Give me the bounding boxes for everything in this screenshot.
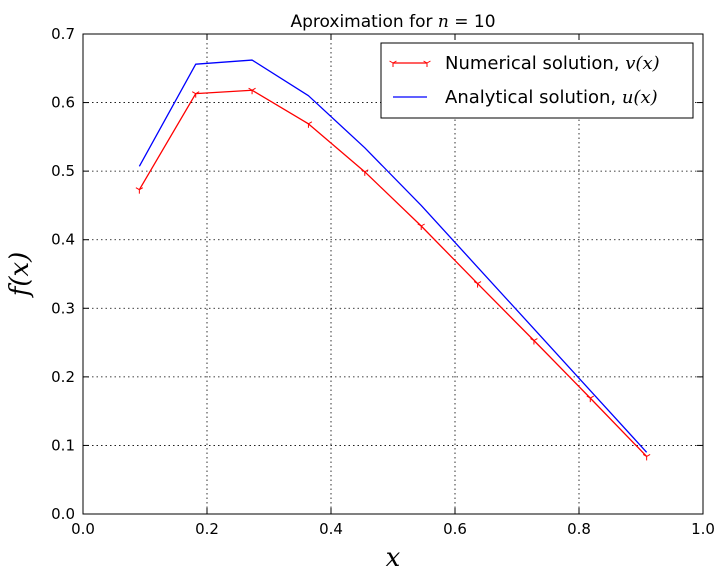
data-point-marker (642, 453, 651, 461)
legend-label-math: v(x) (625, 53, 659, 74)
data-point-marker (361, 169, 369, 176)
legend-label-math: u(x) (622, 87, 658, 108)
x-tick-label: 0.6 (443, 520, 467, 538)
data-point-marker (417, 223, 425, 230)
series-line (138, 59, 648, 453)
legend-item: Numerical solution, v(x) (389, 53, 660, 74)
ticks: 0.0 0.2 0.4 0.6 0.8 1.0 0.0 0.1 0.2 0.3 0.4 0.5 0.6 0… (51, 25, 715, 538)
series-layer (135, 59, 651, 461)
legend-marker (423, 60, 431, 67)
legend-label-text: Numerical solution, (445, 53, 625, 74)
x-tick-label: 0.8 (567, 520, 591, 538)
data-point-marker (473, 281, 482, 288)
x-tick-label: 0.0 (71, 520, 95, 538)
data-point-marker (304, 121, 313, 128)
x-tick-label: 0.4 (319, 520, 343, 538)
y-tick-label: 0.3 (51, 299, 75, 317)
series-analytical (138, 59, 648, 453)
x-tick-label: 1.0 (691, 520, 715, 538)
legend-box (380, 42, 694, 119)
data-point-marker (530, 338, 538, 345)
data-point-marker (586, 395, 595, 403)
grid-lines (83, 34, 703, 514)
data-point-marker (135, 187, 144, 194)
legend: Numerical solution, v(x)Analytical solut… (380, 42, 694, 119)
legend-label-text: Analytical solution, (445, 87, 622, 108)
legend-label: Numerical solution, v(x) (445, 53, 660, 74)
series-numerical (135, 87, 651, 461)
y-tick-label: 0.1 (51, 436, 75, 454)
title-suffix: = 10 (449, 12, 496, 32)
y-tick-label: 0.6 (51, 94, 75, 112)
legend-label: Analytical solution, u(x) (445, 87, 658, 108)
plot-frame (82, 33, 704, 515)
y-tick-label: 0.5 (51, 162, 75, 180)
data-point-marker (191, 91, 200, 98)
legend-marker (389, 60, 397, 67)
x-tick-label: 0.2 (195, 520, 219, 538)
legend-item: Analytical solution, u(x) (393, 87, 658, 108)
data-point-marker (248, 87, 256, 95)
title-math: n (438, 12, 449, 32)
title-prefix: Aproximation for (290, 12, 437, 32)
y-tick-label: 0.4 (51, 231, 75, 249)
y-tick-label: 0.0 (51, 505, 75, 523)
chart-title: Aproximation for n = 10 (290, 12, 495, 32)
y-tick-label: 0.2 (51, 368, 75, 386)
y-axis-label: f(x) (5, 252, 35, 299)
y-tick-label: 0.7 (51, 25, 75, 43)
x-axis-label: x (386, 543, 401, 573)
series-line (138, 89, 648, 457)
